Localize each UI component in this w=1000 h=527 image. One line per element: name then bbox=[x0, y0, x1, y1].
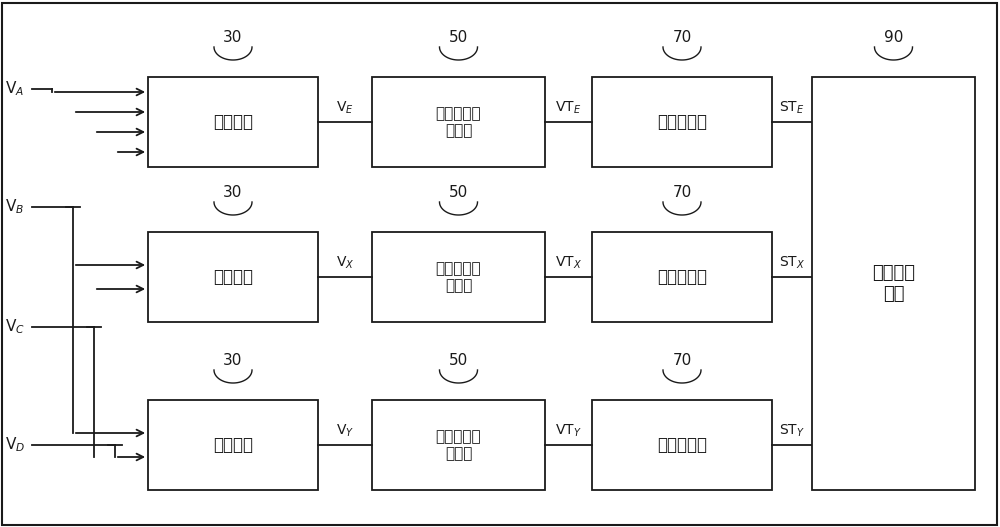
Text: 恒流源充放
电电路: 恒流源充放 电电路 bbox=[436, 261, 481, 293]
Bar bbox=[372, 77, 545, 167]
Text: 30: 30 bbox=[223, 30, 243, 45]
Text: ST$_E$: ST$_E$ bbox=[779, 100, 805, 116]
Bar bbox=[148, 77, 318, 167]
Text: 逻辑运算
模块: 逻辑运算 模块 bbox=[872, 264, 915, 303]
Bar bbox=[592, 77, 772, 167]
Text: V$_C$: V$_C$ bbox=[5, 318, 25, 336]
Text: 70: 70 bbox=[672, 353, 692, 368]
Text: 高速比较器: 高速比较器 bbox=[657, 436, 707, 454]
Bar bbox=[372, 400, 545, 490]
Text: 70: 70 bbox=[672, 185, 692, 200]
Text: VT$_X$: VT$_X$ bbox=[555, 255, 582, 271]
Text: 70: 70 bbox=[672, 30, 692, 45]
Text: 恒流源充放
电电路: 恒流源充放 电电路 bbox=[436, 429, 481, 461]
Text: V$_B$: V$_B$ bbox=[5, 198, 24, 217]
Text: VT$_Y$: VT$_Y$ bbox=[555, 423, 582, 439]
Text: 30: 30 bbox=[223, 353, 243, 368]
Text: V$_X$: V$_X$ bbox=[336, 255, 354, 271]
Text: V$_A$: V$_A$ bbox=[5, 80, 24, 99]
Text: 高速比较器: 高速比较器 bbox=[657, 268, 707, 286]
Text: 求和电路: 求和电路 bbox=[213, 113, 253, 131]
Text: V$_E$: V$_E$ bbox=[336, 100, 354, 116]
Text: ST$_Y$: ST$_Y$ bbox=[779, 423, 805, 439]
Text: VT$_E$: VT$_E$ bbox=[555, 100, 582, 116]
Text: 30: 30 bbox=[223, 185, 243, 200]
Text: 恒流源充放
电电路: 恒流源充放 电电路 bbox=[436, 106, 481, 138]
Text: 50: 50 bbox=[449, 185, 468, 200]
Bar bbox=[148, 400, 318, 490]
Bar bbox=[148, 232, 318, 322]
Text: ST$_X$: ST$_X$ bbox=[779, 255, 805, 271]
Bar bbox=[812, 77, 975, 490]
Text: 50: 50 bbox=[449, 353, 468, 368]
Text: 高速比较器: 高速比较器 bbox=[657, 113, 707, 131]
Text: V$_D$: V$_D$ bbox=[5, 436, 25, 454]
Bar bbox=[592, 400, 772, 490]
Text: 求和电路: 求和电路 bbox=[213, 268, 253, 286]
Text: V$_Y$: V$_Y$ bbox=[336, 423, 354, 439]
Text: 50: 50 bbox=[449, 30, 468, 45]
Text: 求和电路: 求和电路 bbox=[213, 436, 253, 454]
Bar bbox=[592, 232, 772, 322]
Text: 90: 90 bbox=[884, 30, 903, 45]
Bar bbox=[372, 232, 545, 322]
